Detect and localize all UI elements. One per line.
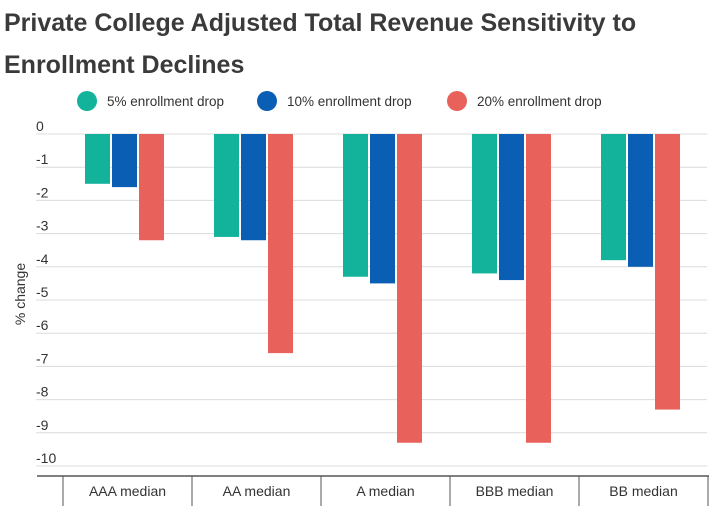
legend-item: 10% enrollment drop	[257, 91, 412, 111]
y-tick-label: 0	[36, 118, 44, 134]
bar-group	[214, 134, 293, 354]
legend-swatch	[257, 91, 277, 111]
y-tick-label: -5	[36, 284, 49, 300]
gridlines	[36, 133, 707, 467]
bar	[139, 134, 164, 241]
y-tick-label: -9	[36, 417, 49, 433]
legend-item: 20% enrollment drop	[447, 91, 602, 111]
x-tick-label: A median	[356, 483, 414, 499]
bar	[370, 134, 395, 284]
legend: 5% enrollment drop 10% enrollment drop 20%…	[77, 91, 602, 111]
y-tick-label: -4	[36, 251, 49, 267]
y-axis-ticks: 0 -1 -2 -3 -4 -5 -6 -7 -8 -9 -10	[36, 118, 56, 466]
bar	[112, 134, 137, 188]
bar	[241, 134, 266, 241]
bar	[214, 134, 239, 237]
bar	[499, 134, 524, 281]
y-tick-label: -1	[36, 151, 49, 167]
bar	[268, 134, 293, 354]
x-tick-label: BB median	[609, 483, 677, 499]
bar	[628, 134, 653, 267]
y-axis-title: % change	[12, 263, 28, 325]
y-tick-label: -3	[36, 218, 49, 234]
x-tick-label: BBB median	[476, 483, 554, 499]
bar-group	[343, 134, 422, 443]
bar	[397, 134, 422, 443]
legend-item: 5% enrollment drop	[77, 91, 224, 111]
bar	[526, 134, 551, 443]
bar	[655, 134, 680, 410]
bar	[601, 134, 626, 261]
x-tick-label: AA median	[223, 483, 291, 499]
bar-group	[601, 134, 680, 410]
bars	[85, 134, 680, 443]
legend-swatch	[447, 91, 467, 111]
bar	[85, 134, 110, 184]
legend-label: 20% enrollment drop	[477, 94, 602, 109]
bar-group	[472, 134, 551, 443]
bar	[343, 134, 368, 277]
bar-group	[85, 134, 164, 241]
legend-swatch	[77, 91, 97, 111]
x-tick-label: AAA median	[89, 483, 166, 499]
y-tick-label: -7	[36, 350, 49, 366]
y-tick-label: -8	[36, 384, 49, 400]
legend-label: 5% enrollment drop	[107, 94, 224, 109]
y-tick-label: -6	[36, 317, 49, 333]
legend-label: 10% enrollment drop	[287, 94, 412, 109]
y-tick-label: -10	[36, 450, 56, 466]
y-tick-label: -2	[36, 184, 49, 200]
x-axis: AAA median AA median A median BBB median BB …	[37, 475, 709, 506]
bar	[472, 134, 497, 274]
chart-title: Private College Adjusted Total Revenue S…	[4, 9, 637, 79]
